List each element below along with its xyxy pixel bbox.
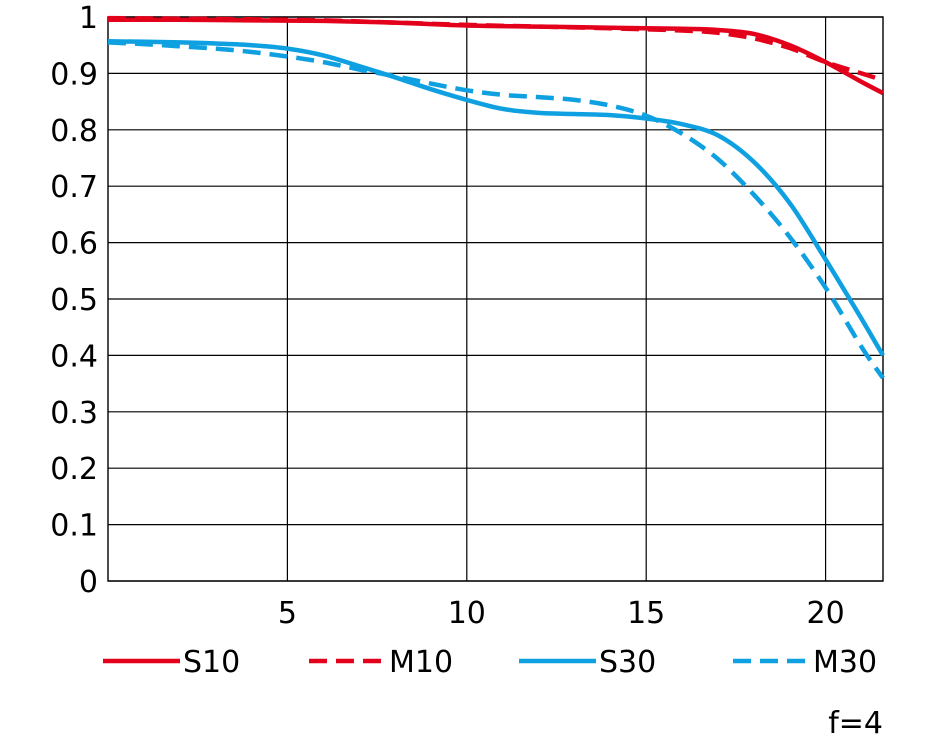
legend-label-s30: S30 — [599, 645, 656, 680]
y-tick-label: 1 — [79, 1, 98, 36]
aperture-annotation: f=4 — [828, 706, 883, 738]
x-tick-label: 20 — [806, 596, 844, 631]
y-tick-label: 0.5 — [50, 283, 98, 318]
series-line-s10 — [107, 17, 885, 96]
y-tick-label: 0.2 — [50, 452, 98, 487]
y-tick-label: 0.9 — [50, 57, 98, 92]
y-tick-label: 0.8 — [50, 114, 98, 149]
y-tick-labels: 0 0.1 0.2 0.3 0.4 0.5 0.6 0.7 0.8 0.9 1 — [50, 1, 98, 600]
y-tick-label: 0.1 — [50, 509, 98, 544]
y-tick-label: 0.3 — [50, 396, 98, 431]
x-tick-label: 15 — [627, 596, 665, 631]
series-line-m30 — [107, 40, 885, 380]
y-tick-label: 0 — [79, 565, 98, 600]
y-tick-label: 0.4 — [50, 339, 98, 374]
series-lines — [107, 15, 885, 380]
x-tick-labels: 5 10 15 20 — [278, 596, 845, 631]
legend-label-m10: M10 — [389, 645, 453, 680]
legend-label-s10: S10 — [183, 645, 240, 680]
series-line-m10 — [107, 15, 884, 83]
legend-label-m30: M30 — [813, 645, 877, 680]
legend: S10 M10 S30 M30 — [103, 645, 877, 680]
series-line-s30 — [107, 39, 885, 357]
x-tick-label: 10 — [448, 596, 486, 631]
plot-frame — [107, 16, 884, 582]
grid — [107, 16, 884, 582]
y-tick-label: 0.6 — [50, 227, 98, 262]
y-tick-label: 0.7 — [50, 170, 98, 205]
x-tick-label: 5 — [278, 596, 297, 631]
